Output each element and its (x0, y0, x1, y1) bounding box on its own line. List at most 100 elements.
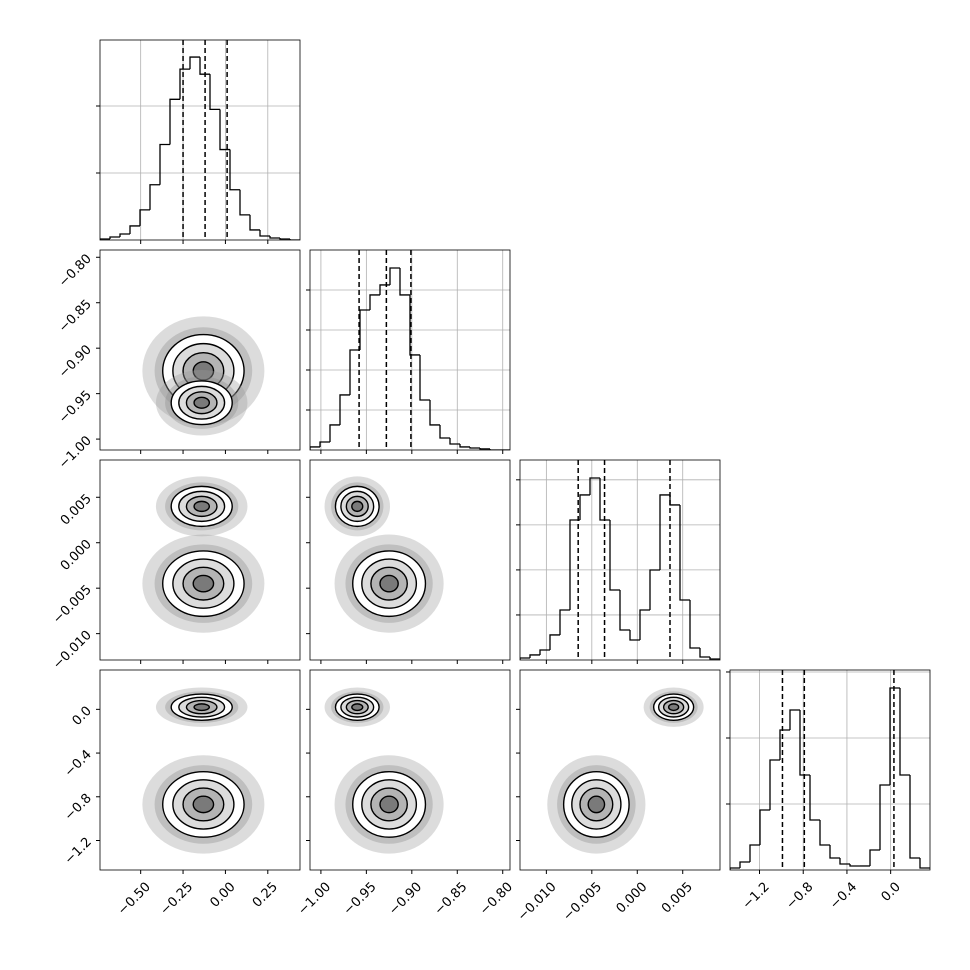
histogram-step (279, 237, 290, 240)
histogram-step (269, 235, 280, 239)
histogram-step (869, 849, 880, 866)
histogram-step (889, 687, 900, 785)
contour (379, 574, 399, 593)
histogram-step (399, 268, 410, 296)
histogram-step (689, 600, 700, 649)
histogram-step (389, 267, 400, 285)
histogram-step (819, 819, 830, 846)
x-tick-label: −0.25 (157, 880, 196, 919)
histogram-step (659, 494, 670, 570)
histogram-step (679, 504, 690, 601)
histogram-step (730, 867, 740, 870)
histogram-step (709, 657, 720, 660)
y-tick-label: −0.85 (56, 297, 95, 336)
histogram-step (559, 609, 570, 635)
histogram-step (899, 688, 910, 776)
histogram-step (649, 569, 660, 610)
x-tick-label: −0.010 (515, 880, 560, 925)
histogram-step (149, 184, 160, 210)
histogram-step (409, 294, 420, 356)
histogram-step (909, 775, 920, 859)
x-tick-label: −0.4 (827, 880, 860, 913)
histogram-step (599, 478, 610, 521)
panel-frame (519, 669, 721, 871)
contour (351, 500, 364, 513)
histogram-step (219, 109, 230, 151)
histogram-step (139, 209, 150, 226)
x-tick-label: −0.8 (783, 880, 816, 913)
contour (193, 396, 211, 409)
histogram-step (569, 519, 580, 610)
panel (142, 476, 265, 633)
y-tick-label: −0.95 (56, 388, 95, 427)
histogram-step (809, 775, 820, 821)
contour (379, 795, 399, 814)
panel-frame (729, 669, 931, 871)
x-tick-label: 0.000 (614, 880, 651, 917)
histogram-step (310, 446, 320, 450)
panel-frame (99, 39, 301, 241)
histogram-step (169, 98, 180, 145)
y-tick-label: −1.2 (62, 835, 95, 868)
histogram-step (100, 238, 110, 240)
histogram-step (449, 438, 460, 445)
contour (351, 703, 364, 712)
histogram-step (739, 861, 750, 869)
histogram-step (489, 448, 500, 450)
panel-frame (99, 459, 301, 661)
x-tick-label: −0.85 (432, 880, 471, 919)
histogram-step (839, 857, 850, 865)
histogram-step (349, 349, 360, 395)
histogram-step (799, 710, 810, 776)
histogram-step (439, 424, 450, 439)
histogram-step (199, 57, 210, 75)
x-tick-label: 0.0 (879, 880, 904, 905)
histogram-step (129, 225, 140, 234)
histogram-step (249, 214, 260, 231)
histogram-step (359, 309, 370, 350)
histogram-step (529, 654, 540, 659)
histogram-step (459, 444, 470, 448)
histogram-step (109, 236, 120, 239)
panel-frame (519, 459, 721, 661)
panel-frame (309, 459, 511, 661)
histogram-step (629, 630, 640, 641)
panel (142, 687, 265, 854)
histogram-step (669, 494, 680, 506)
x-tick-label: −0.90 (386, 880, 425, 919)
x-tick-label: −1.00 (295, 880, 334, 919)
contour (192, 574, 215, 593)
histogram-step (159, 143, 170, 185)
histogram-step (229, 149, 240, 191)
x-tick-label: −0.80 (477, 880, 516, 919)
x-tick-label: 0.005 (659, 880, 696, 917)
x-tick-label: −0.005 (560, 880, 605, 925)
histogram-step (339, 394, 350, 425)
y-tick-label: −0.80 (56, 251, 95, 290)
panel-frame (99, 249, 301, 451)
histogram-step (749, 844, 760, 863)
histogram-step (319, 441, 330, 447)
x-tick-label: −0.50 (115, 880, 154, 919)
y-tick-label: −1.00 (56, 433, 95, 472)
x-tick-label: 0.00 (208, 880, 239, 911)
histogram-step (179, 68, 190, 100)
histogram-step (469, 446, 480, 449)
histogram-step (879, 784, 890, 850)
y-tick-label: 0.0 (70, 704, 95, 729)
histogram-step (549, 634, 560, 650)
histogram-step (419, 354, 430, 401)
histogram-step (639, 609, 650, 640)
histogram-step (520, 657, 530, 660)
histogram-step (609, 520, 620, 591)
histogram-step (119, 233, 130, 237)
histogram-step (759, 809, 770, 845)
histogram-step (239, 189, 250, 216)
panel (310, 250, 510, 450)
histogram-step (579, 494, 590, 520)
histogram-step (329, 424, 340, 442)
histogram-step (829, 844, 840, 859)
histogram-step (539, 649, 550, 655)
y-tick-label: 0.005 (58, 491, 95, 528)
